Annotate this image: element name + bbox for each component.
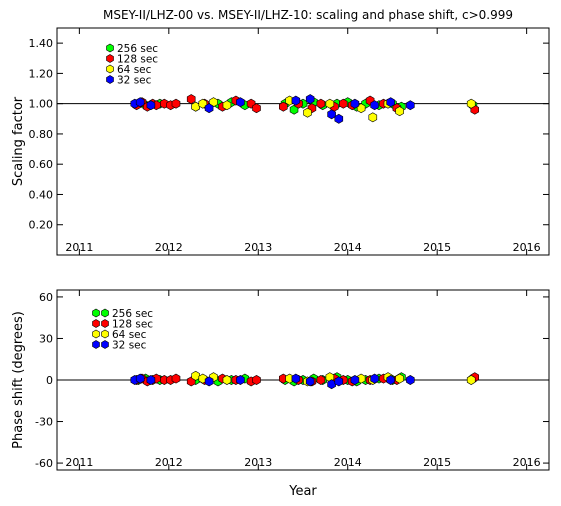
data-point xyxy=(386,97,395,108)
data-point xyxy=(222,100,232,111)
data-point xyxy=(204,376,214,387)
x-tick-label: 2014 xyxy=(334,241,362,254)
data-point xyxy=(303,107,312,118)
x-axis-label: Year xyxy=(288,484,317,499)
data-point xyxy=(325,98,335,109)
data-point xyxy=(395,373,404,384)
legend-marker xyxy=(106,54,114,63)
y-axis-label: Phase shift (degrees) xyxy=(11,311,26,449)
x-tick-label: 2013 xyxy=(244,241,272,254)
legend-label: 128 sec xyxy=(112,319,153,331)
x-tick-label: 2016 xyxy=(513,241,541,254)
y-tick-label: 60 xyxy=(39,291,53,304)
data-point xyxy=(146,100,156,111)
data-point xyxy=(305,94,315,105)
legend-label: 32 sec xyxy=(112,340,147,352)
data-point xyxy=(291,373,301,384)
legend-label: 64 sec xyxy=(117,64,152,76)
y-tick-label: -30 xyxy=(35,416,53,429)
x-tick-label: 2014 xyxy=(334,456,362,469)
y-tick-label: 0.20 xyxy=(29,219,54,232)
x-tick-label: 2012 xyxy=(155,456,183,469)
data-point xyxy=(171,98,181,109)
legend-label: 128 sec xyxy=(117,54,158,66)
data-point xyxy=(191,101,200,112)
legend-marker xyxy=(92,319,100,328)
legend-label: 256 sec xyxy=(117,43,158,55)
y-tick-label: -60 xyxy=(35,457,53,470)
data-point xyxy=(191,370,200,381)
legend-label: 256 sec xyxy=(112,308,153,320)
legend-marker xyxy=(106,64,114,74)
data-point xyxy=(386,375,395,385)
y-tick-label: 1.40 xyxy=(29,37,54,50)
legend-marker xyxy=(101,319,109,328)
data-point xyxy=(350,375,360,385)
legend-marker xyxy=(92,329,100,339)
data-point xyxy=(327,379,336,390)
data-point xyxy=(171,373,181,384)
legend-marker xyxy=(92,308,100,318)
data-point xyxy=(368,112,378,123)
scaling-factor-panel: 2011 2012 2013 2014 2015 2016 0.20 0.40 0.60 0.80… xyxy=(11,27,550,256)
data-point xyxy=(278,101,288,112)
data-point xyxy=(135,373,145,384)
data-point xyxy=(236,375,245,385)
legend-label: 64 sec xyxy=(112,329,147,341)
data-point xyxy=(252,375,261,385)
y-tick-label: 0 xyxy=(46,374,53,387)
legend-label: 32 sec xyxy=(117,75,152,87)
plot-frame xyxy=(56,27,550,256)
legend-marker xyxy=(106,75,114,84)
data-point xyxy=(236,97,245,108)
x-tick-label: 2015 xyxy=(423,241,451,254)
data-point xyxy=(135,97,145,108)
data-point xyxy=(204,103,214,114)
data-point xyxy=(466,98,476,109)
data-point xyxy=(316,98,326,109)
data-point xyxy=(222,375,232,385)
data-point xyxy=(370,373,379,384)
data-point xyxy=(327,109,336,120)
y-axis-label: Scaling factor xyxy=(11,96,26,186)
data-point xyxy=(334,113,344,124)
data-point xyxy=(146,375,156,385)
legend-marker xyxy=(92,340,100,349)
data-point xyxy=(252,103,261,114)
x-tick-label: 2016 xyxy=(513,456,541,469)
y-tick-label: 30 xyxy=(39,332,53,345)
data-point xyxy=(406,375,415,385)
data-point xyxy=(406,100,415,111)
data-point xyxy=(186,94,196,105)
y-tick-label: 1.20 xyxy=(29,67,54,80)
data-point xyxy=(370,100,379,111)
y-tick-label: 0.60 xyxy=(29,158,54,171)
data-point xyxy=(338,98,348,109)
data-point xyxy=(334,376,344,387)
y-tick-label: 0.80 xyxy=(29,128,54,141)
legend-marker xyxy=(106,43,114,53)
y-tick-label: 0.40 xyxy=(29,188,54,201)
data-point xyxy=(316,375,326,385)
x-tick-label: 2012 xyxy=(155,241,183,254)
legend-marker xyxy=(101,329,109,339)
phase-shift-panel: 2011 2012 2013 2014 2015 2016 -60 -30 0 30 60 Phase… xyxy=(11,289,550,499)
data-point xyxy=(305,376,315,387)
chart-title: MSEY-II/LHZ-00 vs. MSEY-II/LHZ-10: scali… xyxy=(103,8,513,22)
y-tick-label: 1.00 xyxy=(29,98,54,111)
x-tick-label: 2011 xyxy=(65,241,93,254)
x-tick-label: 2011 xyxy=(65,456,93,469)
legend-marker xyxy=(101,308,109,318)
legend-marker xyxy=(101,340,109,349)
data-point xyxy=(209,97,218,108)
data-point xyxy=(350,98,360,109)
x-tick-label: 2013 xyxy=(244,456,272,469)
data-point xyxy=(291,95,301,106)
data-point xyxy=(466,375,476,385)
data-point xyxy=(395,106,404,117)
x-tick-label: 2015 xyxy=(423,456,451,469)
